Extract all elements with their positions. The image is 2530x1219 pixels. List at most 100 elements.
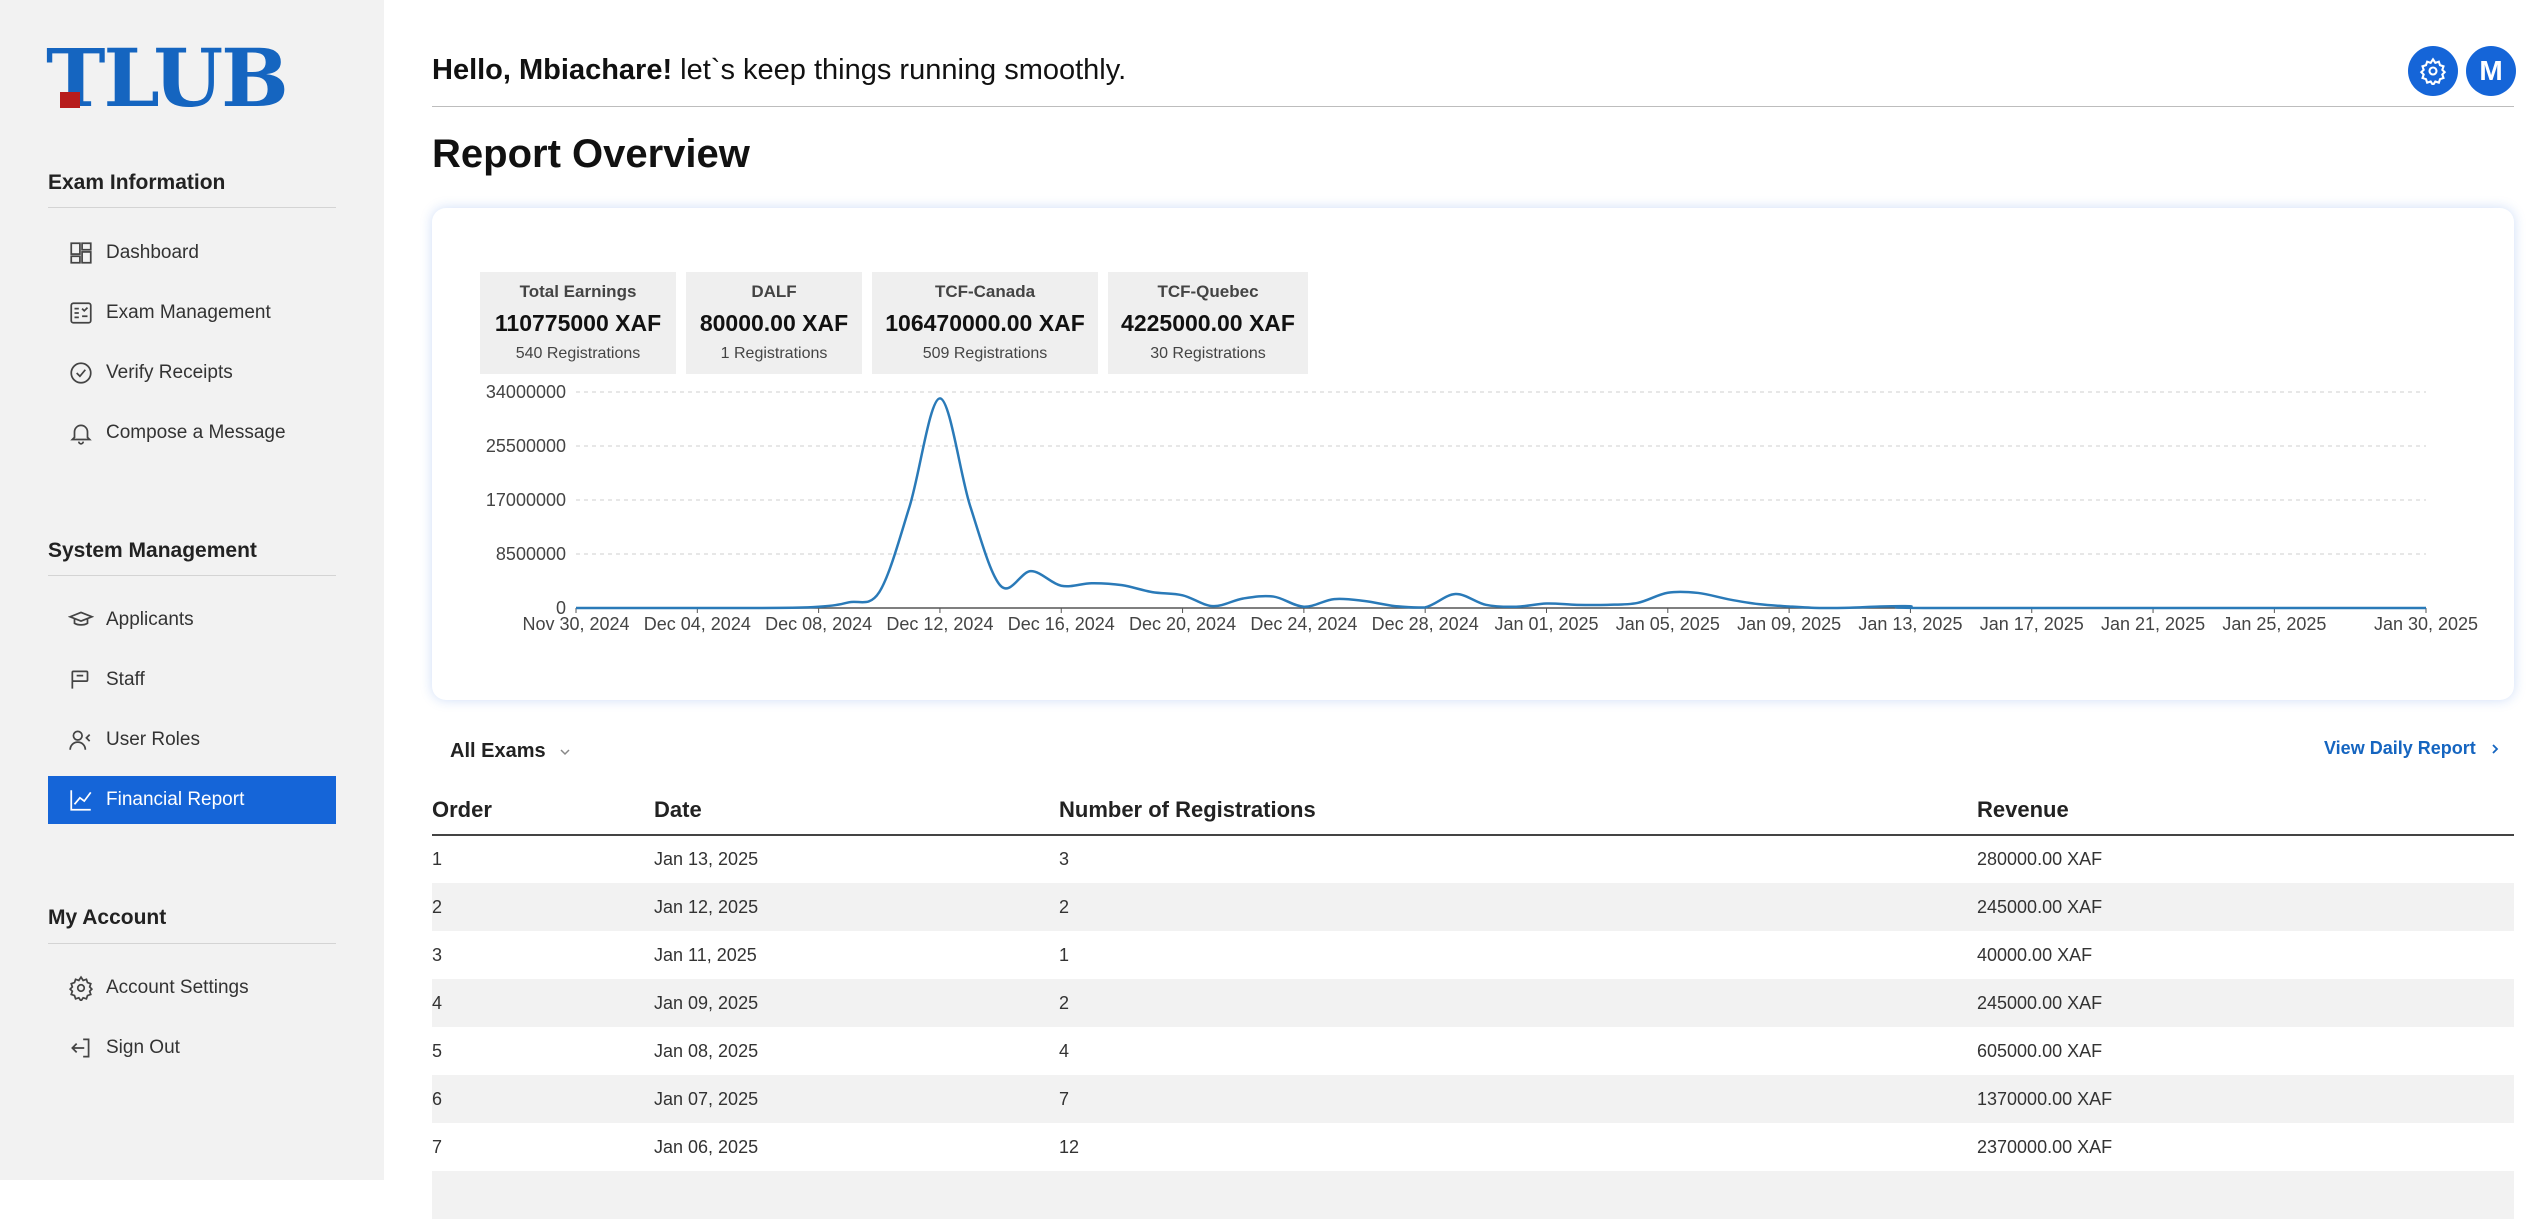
stat-total-earnings: Total Earnings 110775000 XAF 540 Registr… (480, 272, 676, 374)
header-divider (432, 106, 2514, 107)
chevron-down-icon (560, 748, 570, 755)
cell-revenue: 40000.00 XAF (1977, 944, 2093, 965)
stat-registrations: 540 Registrations (515, 345, 641, 362)
cell-order (432, 1171, 654, 1219)
section-title-system-management: System Management (48, 539, 257, 562)
x-tick-label: Jan 21, 2025 (2101, 614, 2205, 634)
sidebar-item-compose-message[interactable]: Compose a Message (48, 409, 336, 457)
cell-date: Jan 09, 2025 (654, 979, 1059, 1027)
section-divider (48, 207, 336, 208)
x-tick-label: Dec 28, 2024 (1372, 614, 1479, 634)
stat-registrations: 509 Registrations (922, 345, 1048, 362)
sidebar-item-financial-report[interactable]: Financial Report (48, 776, 336, 824)
section-title-exam-information: Exam Information (48, 171, 226, 194)
x-tick-label: Jan 01, 2025 (1494, 614, 1598, 634)
cell-registrations: 1 (1059, 944, 1070, 965)
cell-revenue: 2370000.00 XAF (1977, 1136, 2113, 1157)
stat-registrations: 30 Registrations (1150, 345, 1266, 362)
stat-value: 4225000.00 XAF (1121, 310, 1295, 336)
y-tick-label: 0 (556, 598, 566, 618)
sidebar-item-exam-management[interactable]: Exam Management (48, 289, 336, 337)
table-row[interactable]: 5 Jan 08, 2025 4 605000.00 XAF (432, 1027, 2514, 1075)
cell-date: Jan 08, 2025 (654, 1040, 759, 1061)
stat-label: TCF-Canada (934, 282, 1036, 301)
cell-date: Jan 13, 2025 (654, 849, 759, 869)
cell-date: Jan 12, 2025 (654, 883, 1059, 931)
sidebar-item-applicants[interactable]: Applicants (48, 596, 336, 644)
cell-date: Jan 06, 2025 (654, 1136, 759, 1157)
report-chart-card: 0 8500000 17000000 25500000 34000000 Nov 30, … (432, 208, 2514, 700)
sidebar-item-user-roles[interactable]: User Roles (48, 716, 336, 764)
sidebar: T LUB Exam Information Dashboard Exam Man… (0, 0, 384, 1180)
app-logo[interactable]: T LUB (46, 38, 289, 118)
stat-tcf-quebec: TCF-Quebec 4225000.00 XAF 30 Registratio… (1108, 272, 1308, 374)
sidebar-item-label: User Roles (106, 729, 200, 750)
avatar[interactable]: M (2466, 46, 2516, 96)
x-tick-label: Dec 16, 2024 (1008, 614, 1115, 634)
table-row[interactable]: 4 Jan 09, 2025 2 245000.00 XAF (432, 979, 2514, 1027)
cell-order: 6 (432, 1075, 654, 1123)
cell-order: 4 (432, 979, 654, 1027)
sidebar-item-label: Compose a Message (106, 422, 286, 443)
y-tick-label: 17000000 (486, 490, 566, 510)
section-title-my-account: My Account (48, 906, 167, 929)
x-tick-label: Jan 09, 2025 (1737, 614, 1841, 634)
sidebar-item-label: Dashboard (106, 242, 199, 263)
sidebar-item-label: Exam Management (106, 302, 271, 323)
table-row[interactable]: 6 Jan 07, 2025 7 1370000.00 XAF (432, 1075, 2514, 1123)
x-tick-label: Jan 30, 2025 (2374, 614, 2478, 634)
x-tick-label: Dec 04, 2024 (644, 614, 751, 634)
greeting: Hello, Mbiachare! let`s keep things runn… (432, 54, 1126, 87)
cell-registrations: 3 (1059, 849, 1070, 869)
sidebar-item-label: Verify Receipts (106, 362, 233, 383)
section-divider (48, 943, 336, 944)
sidebar-item-label: Financial Report (106, 789, 245, 810)
table-row[interactable]: 1 Jan 13, 2025 3 280000.00 XAF (432, 835, 2514, 883)
exam-icon (68, 300, 94, 326)
cell-order: 1 (432, 849, 443, 869)
x-tick-label: Nov 30, 2024 (522, 614, 629, 634)
cell-registrations: 2 (1059, 979, 1977, 1027)
cell-order: 5 (432, 1040, 443, 1061)
greeting-name: Hello, Mbiachare! (432, 54, 673, 86)
sidebar-item-staff[interactable]: Staff (48, 656, 336, 704)
cell-date: Jan 07, 2025 (654, 1075, 1059, 1123)
view-daily-report-link[interactable]: View Daily Report (2324, 738, 2502, 759)
cell-registrations: 4 (1059, 1040, 1070, 1061)
settings-button[interactable] (2408, 46, 2458, 96)
sidebar-item-sign-out[interactable]: Sign Out (48, 1024, 336, 1072)
sidebar-item-dashboard[interactable]: Dashboard (48, 229, 336, 277)
stat-label: TCF-Quebec (1157, 282, 1259, 301)
stat-label: DALF (751, 282, 797, 301)
x-tick-label: Jan 17, 2025 (1980, 614, 2084, 634)
section-divider (48, 575, 336, 576)
page-title: Report Overview (432, 132, 750, 176)
x-tick-label: Dec 20, 2024 (1129, 614, 1236, 634)
sidebar-item-label: Applicants (106, 609, 194, 630)
dashboard-icon (68, 240, 94, 266)
stat-value: 106470000.00 XAF (885, 310, 1085, 336)
exam-filter-value: All Exams (450, 740, 546, 762)
table-row[interactable]: 2 Jan 12, 2025 2 245000.00 XAF (432, 883, 2514, 931)
staff-icon (68, 667, 94, 693)
cell-revenue: 280000.00 XAF (1977, 849, 2103, 869)
table-row[interactable]: 3 Jan 11, 2025 1 40000.00 XAF (432, 931, 2514, 979)
gear-icon (68, 975, 94, 1001)
column-header-revenue[interactable]: Revenue (1977, 785, 2514, 836)
revenue-line-chart: 0 8500000 17000000 25500000 34000000 Nov 30, … (486, 382, 2478, 634)
logo-text-rest: LUB (103, 31, 289, 125)
cell-revenue: 245000.00 XAF (1977, 979, 2514, 1027)
stat-value: 80000.00 XAF (699, 310, 849, 336)
table-row[interactable]: 7 Jan 06, 2025 12 2370000.00 XAF (432, 1123, 2514, 1171)
column-header-date[interactable]: Date (654, 785, 1059, 836)
x-tick-label: Dec 24, 2024 (1250, 614, 1357, 634)
sidebar-item-account-settings[interactable]: Account Settings (48, 964, 336, 1012)
sidebar-item-verify-receipts[interactable]: Verify Receipts (48, 349, 336, 397)
column-header-registrations[interactable]: Number of Registrations (1059, 785, 1977, 836)
cell-revenue: 605000.00 XAF (1977, 1040, 2103, 1061)
column-header-order[interactable]: Order (432, 785, 654, 836)
sidebar-item-label: Account Settings (106, 977, 249, 998)
table-row[interactable] (432, 1171, 2514, 1219)
exam-filter-dropdown[interactable]: All Exams (450, 740, 572, 763)
x-tick-label: Jan 13, 2025 (1858, 614, 1962, 634)
